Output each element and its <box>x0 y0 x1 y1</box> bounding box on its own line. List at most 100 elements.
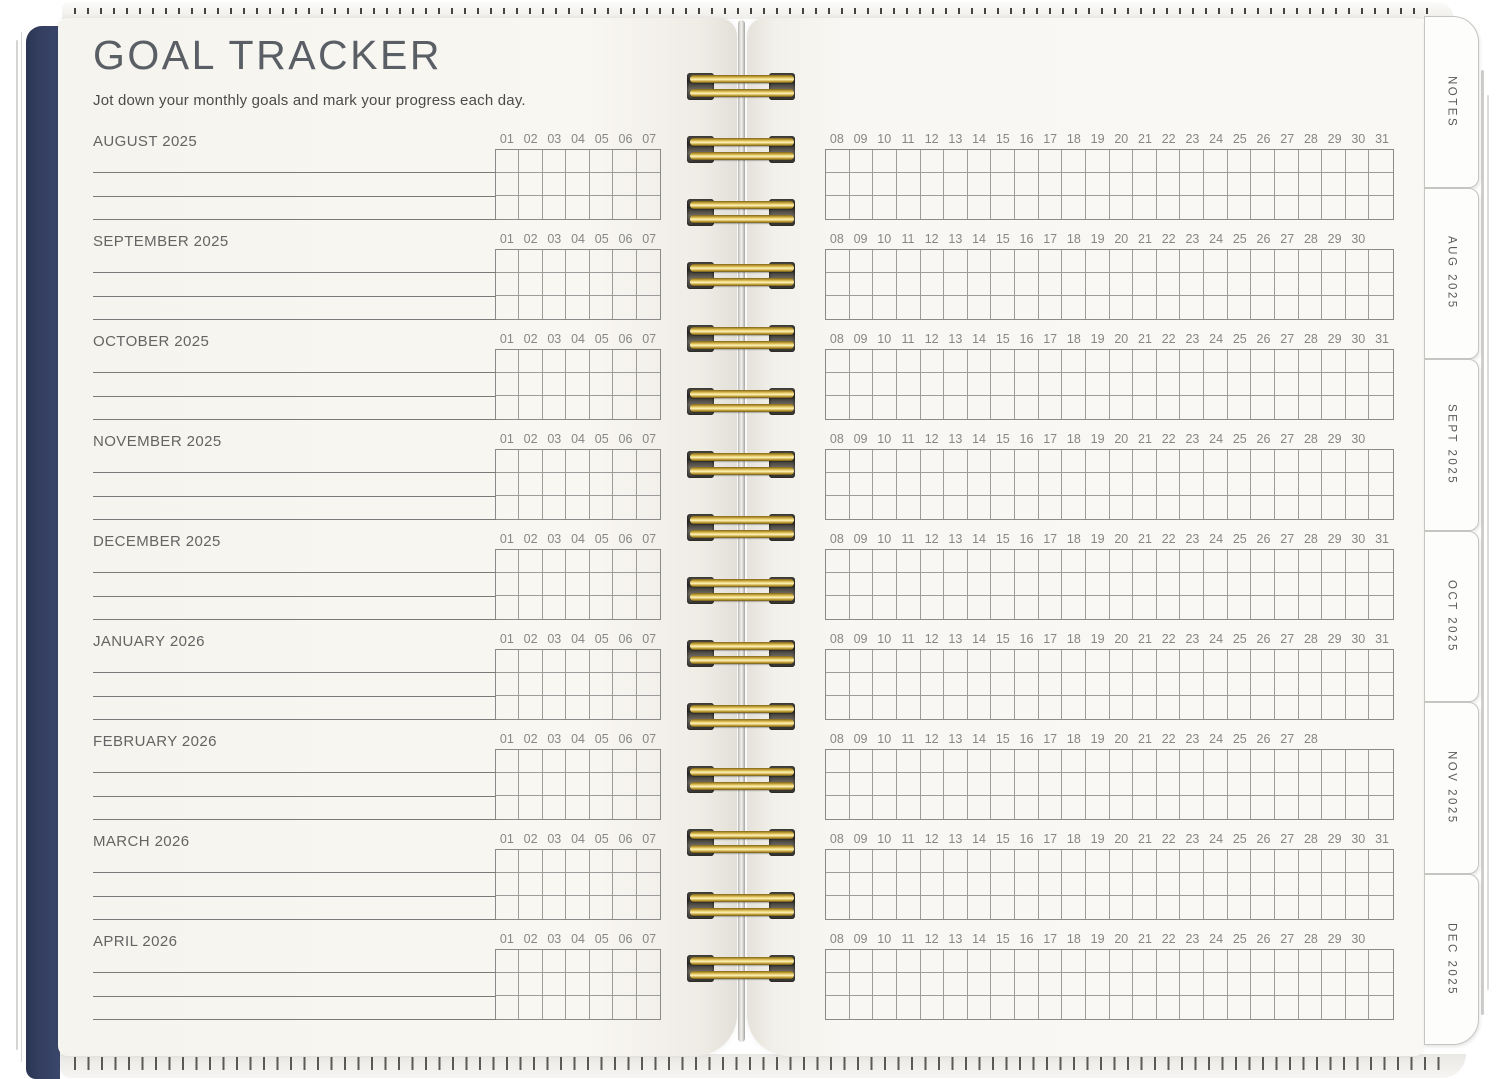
goal-writing-line <box>93 272 496 274</box>
grid-cell <box>920 473 945 496</box>
day-number: 26 <box>1256 232 1271 246</box>
grid-cell <box>1345 973 1370 996</box>
day-number: 27 <box>1280 832 1295 846</box>
day-number: 21 <box>1138 732 1152 746</box>
grid-cell <box>826 650 850 673</box>
day-number: 13 <box>948 832 963 846</box>
day-number: 06 <box>618 932 633 946</box>
grid-cell <box>1274 873 1299 896</box>
grid-cell <box>896 550 921 573</box>
grid-cell <box>849 350 874 373</box>
day-number: 23 <box>1185 332 1200 346</box>
grid-cell <box>1322 173 1346 196</box>
day-number: 05 <box>594 932 609 946</box>
grid-cell <box>542 973 567 996</box>
goal-grid-right <box>825 849 1394 920</box>
grid-cell <box>873 396 897 419</box>
grid-cell <box>613 950 637 973</box>
day-number: 28 <box>1303 732 1318 746</box>
grid-cell <box>1204 596 1228 619</box>
day-number: 27 <box>1280 932 1295 946</box>
grid-cell <box>920 950 945 973</box>
grid-cell <box>849 773 874 796</box>
grid-cell <box>542 273 567 296</box>
grid-cell <box>590 996 614 1019</box>
grid-cell <box>566 373 590 396</box>
grid-cell <box>920 450 945 473</box>
grid-cell <box>1322 496 1346 519</box>
grid-cell <box>1274 473 1299 496</box>
grid-cell <box>542 750 567 773</box>
day-number: 16 <box>1019 732 1034 746</box>
grid-cell <box>1157 596 1181 619</box>
grid-cell <box>542 673 567 696</box>
grid-cell <box>1298 373 1323 396</box>
grid-cell <box>1133 596 1157 619</box>
grid-cell <box>1275 596 1299 619</box>
grid-cell <box>1180 173 1204 196</box>
day-number: 08 <box>829 432 844 446</box>
grid-cell <box>519 573 543 596</box>
day-number: 30 <box>1351 132 1366 146</box>
grid-cell <box>589 273 614 296</box>
grid-cell <box>1062 373 1086 396</box>
grid-cell <box>1204 950 1228 973</box>
grid-cell <box>967 850 992 873</box>
grid-cell <box>991 350 1015 373</box>
grid-cell <box>1156 650 1181 673</box>
grid-cell <box>944 350 968 373</box>
goal-grid-right <box>825 749 1394 820</box>
grid-cell <box>967 273 992 296</box>
grid-cell <box>897 896 921 919</box>
spiral-loop <box>684 324 798 354</box>
grid-cell <box>496 173 520 196</box>
grid-cell <box>589 350 614 373</box>
day-number: 10 <box>877 432 892 446</box>
grid-cell <box>873 973 897 996</box>
day-number: 15 <box>995 732 1010 746</box>
grid-cell <box>1133 850 1157 873</box>
day-number: 05 <box>594 232 609 246</box>
grid-cell <box>1251 473 1275 496</box>
grid-cell <box>1346 896 1370 919</box>
grid-cell <box>496 350 520 373</box>
spiral-wire <box>690 341 794 349</box>
grid-cell <box>1251 196 1275 219</box>
grid-cell <box>1299 996 1323 1019</box>
grid-cell <box>1157 896 1181 919</box>
grid-cell <box>637 296 660 319</box>
grid-cell <box>566 873 590 896</box>
grid-cell <box>991 973 1015 996</box>
spiral-loop <box>684 450 798 480</box>
grid-cell <box>542 650 567 673</box>
grid-cell <box>1275 396 1299 419</box>
day-number: 07 <box>642 632 657 646</box>
grid-cell <box>896 373 921 396</box>
grid-cell <box>1369 396 1393 419</box>
spiral-wire <box>690 908 794 916</box>
grid-cell <box>1204 496 1228 519</box>
grid-cell <box>613 973 637 996</box>
grid-cell <box>944 650 968 673</box>
day-numbers-row-left: 01 02 03 04 05 06 07 <box>495 432 661 447</box>
day-number: 05 <box>594 532 609 546</box>
grid-cell <box>636 750 660 773</box>
goal-writing-line <box>93 619 496 620</box>
grid-cell <box>589 973 614 996</box>
grid-cell <box>1015 950 1039 973</box>
page-title: GOAL TRACKER <box>93 32 442 78</box>
day-number: 15 <box>995 232 1010 246</box>
grid-cell <box>967 173 992 196</box>
grid-cell <box>1275 196 1299 219</box>
grid-cell <box>1156 273 1181 296</box>
spiral-loop <box>684 891 798 921</box>
grid-cell <box>1345 450 1370 473</box>
tab-sept-2025: SEPT 2025 <box>1424 359 1479 531</box>
grid-cell <box>1015 273 1039 296</box>
grid-cell <box>944 296 968 319</box>
grid-cell <box>1157 396 1181 419</box>
grid-cell <box>1085 450 1110 473</box>
grid-cell <box>1038 150 1063 173</box>
grid-cell <box>1180 896 1204 919</box>
grid-cell <box>496 773 520 796</box>
